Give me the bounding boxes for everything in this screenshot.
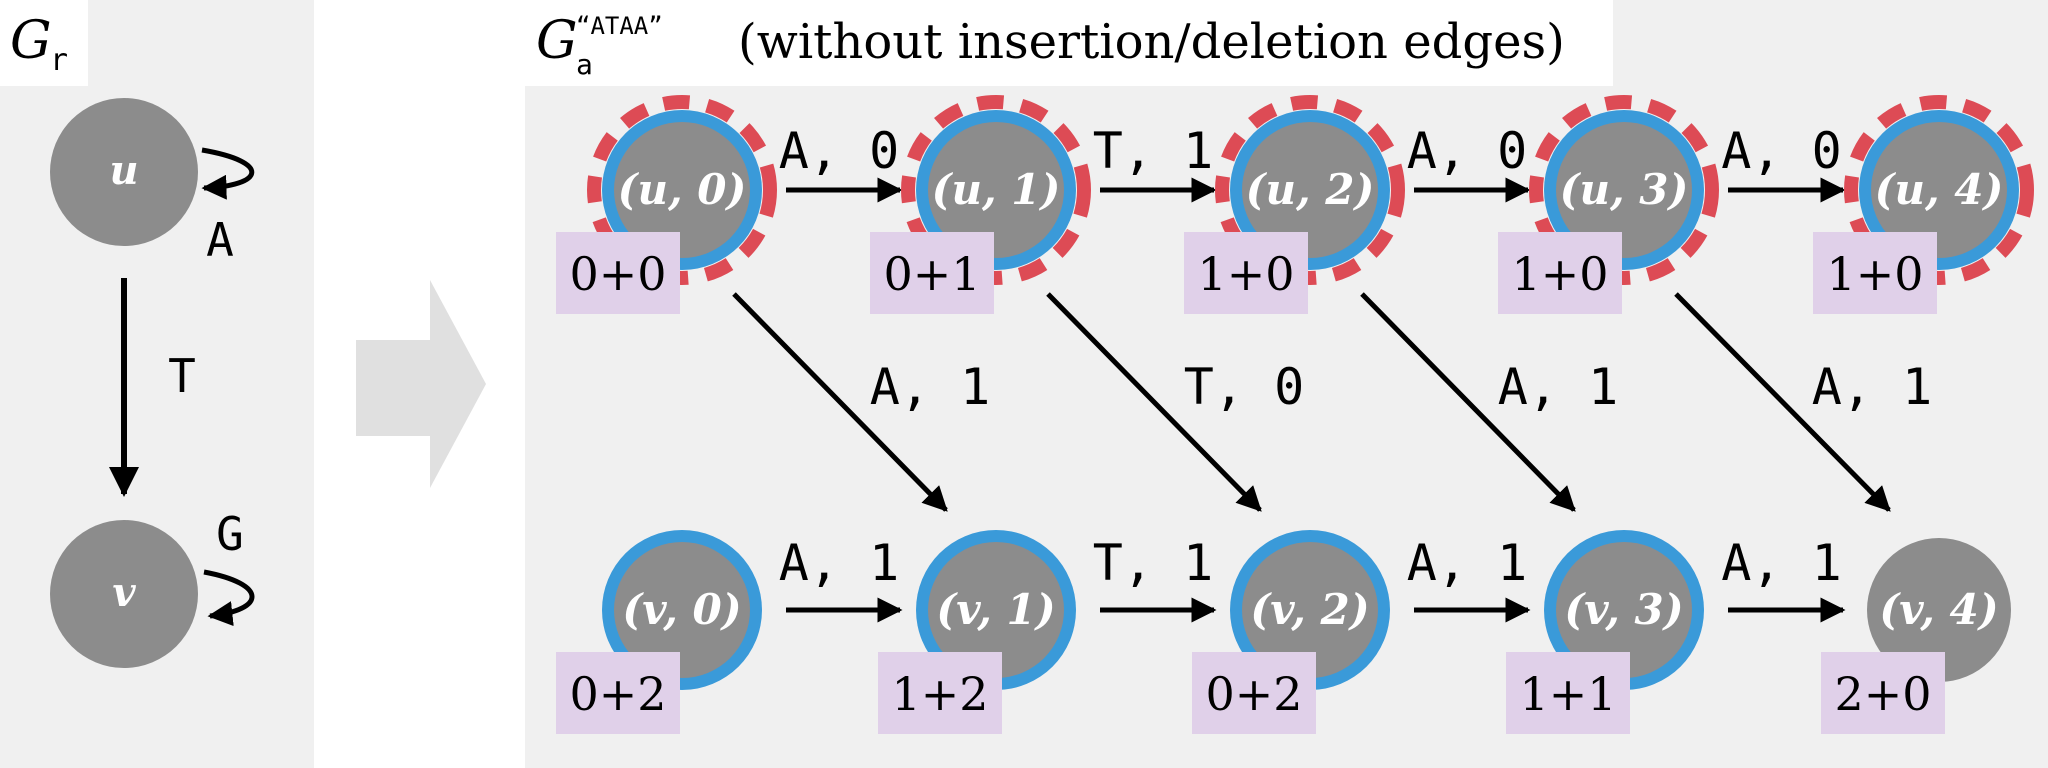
left-node-v-label: v xyxy=(112,569,136,616)
cost-label-top-4: 1+0 xyxy=(1826,247,1923,301)
left-edge-uv-label: T xyxy=(168,349,196,403)
left-node-u-label: u xyxy=(109,147,138,194)
cost-label-bottom-4: 2+0 xyxy=(1834,667,1931,721)
node-top-4 xyxy=(1871,122,2007,258)
right-title-main: G xyxy=(536,11,578,71)
left-node-u xyxy=(50,98,198,246)
edge-bottom-3-label: A, 1 xyxy=(1721,534,1841,592)
right-title-sup: “ATAA” xyxy=(576,12,663,40)
node-top-2 xyxy=(1242,122,1378,258)
node-top-1-red-ring xyxy=(901,95,1091,285)
left-loop-u xyxy=(201,147,255,200)
cost-box-top-0 xyxy=(556,232,680,314)
node-top-1-label: (u, 1) xyxy=(932,165,1061,214)
cost-box-top-3 xyxy=(1498,232,1622,314)
node-top-3-red-ring xyxy=(1529,95,1719,285)
transform-arrow-icon xyxy=(356,280,486,488)
cost-label-bottom-0: 0+2 xyxy=(569,667,666,721)
left-loop-v xyxy=(203,569,255,627)
node-top-4-label: (u, 4) xyxy=(1875,165,2004,214)
node-top-2-label: (u, 2) xyxy=(1246,165,1375,214)
cost-label-top-3: 1+0 xyxy=(1511,247,1608,301)
cost-label-bottom-1: 1+2 xyxy=(891,667,988,721)
cost-box-bottom-3 xyxy=(1506,652,1630,734)
cost-box-top-1 xyxy=(870,232,994,314)
cost-box-bottom-2 xyxy=(1192,652,1316,734)
cost-box-top-2 xyxy=(1184,232,1308,314)
node-bottom-1-label: (v, 1) xyxy=(936,585,1055,634)
edge-top-3-label: A, 0 xyxy=(1721,122,1841,180)
cost-box-top-4 xyxy=(1813,232,1937,314)
right-title-sub: a xyxy=(576,48,593,81)
left-title-box xyxy=(0,0,88,86)
edge-top-2-label: A, 0 xyxy=(1407,122,1527,180)
cost-label-top-0: 0+0 xyxy=(569,247,666,301)
edge-bottom-0-label: A, 1 xyxy=(779,534,899,592)
node-top-3 xyxy=(1556,122,1692,258)
left-loop-v-label: G xyxy=(216,507,244,561)
node-bottom-2 xyxy=(1242,542,1378,678)
cost-label-top-2: 1+0 xyxy=(1197,247,1294,301)
node-top-0 xyxy=(614,122,750,258)
cost-box-bottom-4 xyxy=(1821,652,1945,734)
node-bottom-3 xyxy=(1556,542,1692,678)
edge-diag-2 xyxy=(1360,292,1576,512)
edge-diag-0 xyxy=(732,292,948,512)
node-top-0-label: (u, 0) xyxy=(618,165,747,214)
left-loop-u-label: A xyxy=(206,213,234,267)
left-title-main: G xyxy=(10,11,52,71)
cost-box-bottom-0 xyxy=(556,652,680,734)
right-title-rest: (without insertion/deletion edges) xyxy=(738,14,1565,70)
edge-top-1-label: T, 1 xyxy=(1093,122,1213,180)
edge-diag-3-label: A, 1 xyxy=(1812,358,1932,416)
node-top-1 xyxy=(928,122,1064,258)
node-bottom-4 xyxy=(1867,538,2011,682)
edge-bottom-1-label: T, 1 xyxy=(1093,534,1213,592)
edge-diag-3 xyxy=(1674,292,1891,512)
node-bottom-1 xyxy=(928,542,1064,678)
edge-diag-1-label: T, 0 xyxy=(1184,358,1304,416)
left-node-v xyxy=(50,520,198,668)
cost-box-bottom-1 xyxy=(878,652,1002,734)
node-top-4-red-ring xyxy=(1844,95,2034,285)
node-top-3-label: (u, 3) xyxy=(1560,165,1689,214)
node-top-0-red-ring xyxy=(587,95,777,285)
cost-label-top-1: 0+1 xyxy=(883,247,980,301)
edge-diag-0-label: A, 1 xyxy=(870,358,990,416)
node-bottom-0 xyxy=(614,542,750,678)
node-top-2-red-ring xyxy=(1215,95,1405,285)
edge-diag-1 xyxy=(1046,292,1262,512)
cost-label-bottom-2: 0+2 xyxy=(1205,667,1302,721)
node-bottom-3-label: (v, 3) xyxy=(1564,585,1683,634)
node-bottom-4-label: (v, 4) xyxy=(1879,585,1998,634)
left-title-sub: r xyxy=(50,43,68,78)
cost-label-bottom-3: 1+1 xyxy=(1519,667,1616,721)
edge-diag-2-label: A, 1 xyxy=(1498,358,1618,416)
node-bottom-0-label: (v, 0) xyxy=(622,585,741,634)
node-bottom-2-label: (v, 2) xyxy=(1250,585,1369,634)
right-title-box xyxy=(525,0,1613,86)
edge-top-0-label: A, 0 xyxy=(779,122,899,180)
edge-bottom-2-label: A, 1 xyxy=(1407,534,1527,592)
